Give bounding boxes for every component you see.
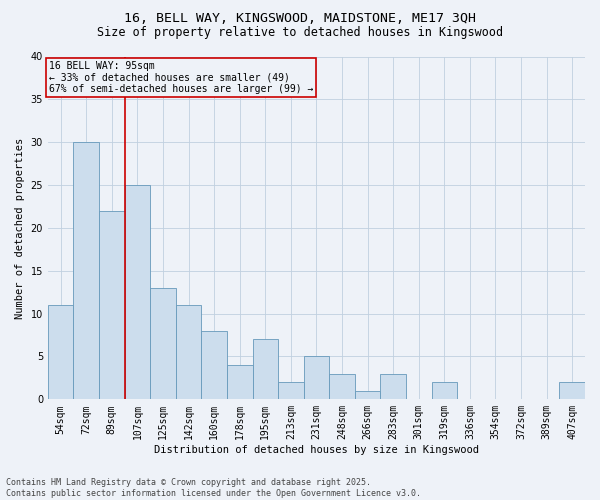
- Bar: [150, 288, 176, 400]
- Bar: [431, 382, 457, 400]
- Bar: [559, 382, 585, 400]
- Bar: [355, 391, 380, 400]
- Text: Size of property relative to detached houses in Kingswood: Size of property relative to detached ho…: [97, 26, 503, 39]
- Y-axis label: Number of detached properties: Number of detached properties: [15, 138, 25, 318]
- Bar: [227, 365, 253, 400]
- Bar: [304, 356, 329, 400]
- Text: 16 BELL WAY: 95sqm
← 33% of detached houses are smaller (49)
67% of semi-detache: 16 BELL WAY: 95sqm ← 33% of detached hou…: [49, 61, 314, 94]
- Bar: [125, 185, 150, 400]
- Text: Contains HM Land Registry data © Crown copyright and database right 2025.
Contai: Contains HM Land Registry data © Crown c…: [6, 478, 421, 498]
- Bar: [202, 331, 227, 400]
- X-axis label: Distribution of detached houses by size in Kingswood: Distribution of detached houses by size …: [154, 445, 479, 455]
- Bar: [73, 142, 99, 400]
- Bar: [380, 374, 406, 400]
- Bar: [99, 211, 125, 400]
- Bar: [253, 340, 278, 400]
- Bar: [48, 305, 73, 400]
- Bar: [329, 374, 355, 400]
- Text: 16, BELL WAY, KINGSWOOD, MAIDSTONE, ME17 3QH: 16, BELL WAY, KINGSWOOD, MAIDSTONE, ME17…: [124, 12, 476, 26]
- Bar: [176, 305, 202, 400]
- Bar: [278, 382, 304, 400]
